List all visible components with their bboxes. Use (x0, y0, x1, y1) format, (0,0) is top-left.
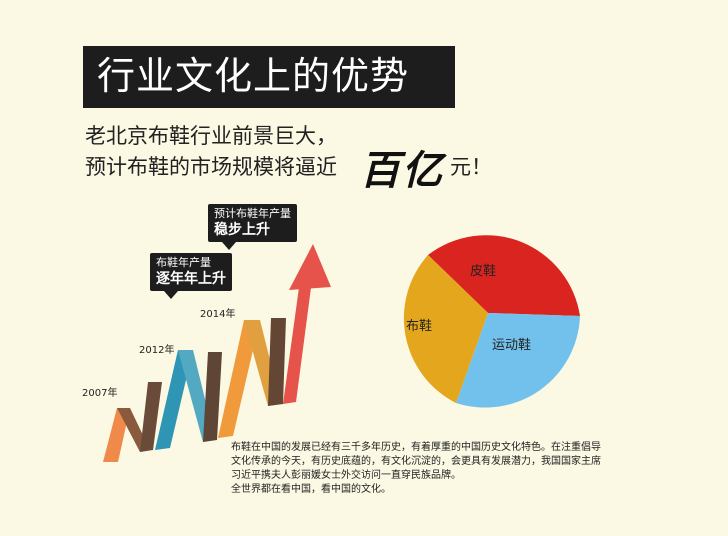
ribbon-segment-7 (283, 280, 312, 404)
year-label-2012: 2012年 (139, 345, 175, 356)
ribbon-segment-1 (103, 408, 130, 462)
callout-forecast-caption: 预计布鞋年产量 (214, 207, 291, 220)
description-line-3: 习近平携夫人彭丽媛女士外交访问一直穿民族品牌。 (231, 470, 461, 481)
pie-label-leather: 皮鞋 (470, 264, 497, 279)
callout-annual-headline: 逐年年上升 (156, 271, 226, 287)
pie-slice-cloth (403, 255, 488, 403)
arrow-head (289, 244, 331, 290)
ribbon-segments (103, 244, 331, 462)
pie-slice-sport (456, 313, 580, 408)
pie-label-sport: 运动鞋 (492, 338, 532, 353)
callout-forecast: 预计布鞋年产量 稳步上升 (208, 204, 297, 250)
subtitle-line-1: 老北京布鞋行业前景巨大， (85, 124, 337, 148)
pie-label-cloth: 布鞋 (406, 319, 433, 334)
description-text: 布鞋在中国的发展已经有三千多年历史，有着厚重的中国历史文化特色。在注重倡导 文化… (231, 441, 661, 497)
highlight-number: 百亿 (360, 148, 444, 194)
callout-forecast-headline: 稳步上升 (214, 222, 270, 238)
ribbon-segment-3 (155, 350, 193, 450)
description-line-1: 布鞋在中国的发展已经有三千多年历史，有着厚重的中国历史文化特色。在注重倡导 (231, 442, 601, 453)
pie-chart (403, 235, 580, 408)
year-label-2007: 2007年 (82, 388, 118, 399)
ribbon-segment-2 (140, 382, 162, 452)
ribbon-segment-4 (203, 352, 222, 442)
description-line-2: 文化传承的今天，有历史底蕴的，有文化沉淀的，会更具有发展潜力，我国国家主席 (231, 456, 601, 467)
subtitle-suffix: 元！ (450, 155, 492, 179)
description-line-4: 全世界都在看中国，看中国的文化。 (231, 484, 391, 495)
ribbon-segment-5 (218, 320, 260, 438)
title-banner: 行业文化上的优势 (83, 46, 455, 108)
callout-annual: 布鞋年产量 逐年年上升 (150, 253, 232, 299)
callout-annual-caption: 布鞋年产量 (156, 256, 211, 269)
pie-slice-leather (428, 235, 580, 316)
ribbon-segment-6 (268, 318, 286, 406)
page-title: 行业文化上的优势 (97, 54, 410, 98)
year-label-2014: 2014年 (200, 309, 236, 320)
subtitle-line-2: 预计布鞋的市场规模将逼近 (85, 155, 337, 179)
